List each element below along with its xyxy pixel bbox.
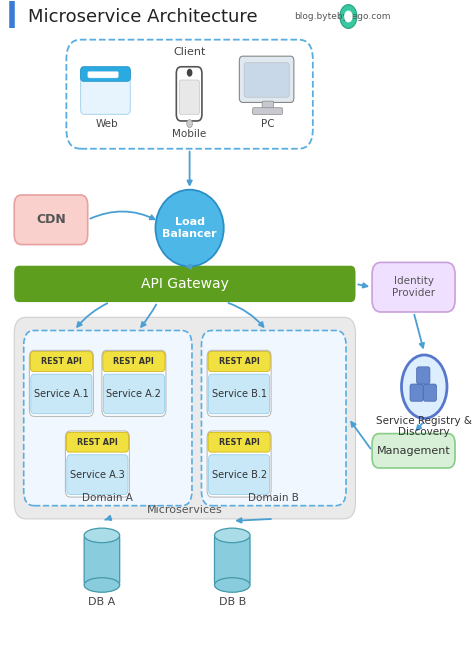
- Ellipse shape: [84, 578, 119, 592]
- FancyBboxPatch shape: [66, 432, 128, 452]
- FancyBboxPatch shape: [410, 384, 423, 401]
- Ellipse shape: [84, 528, 119, 543]
- FancyBboxPatch shape: [253, 108, 283, 114]
- FancyBboxPatch shape: [423, 384, 437, 401]
- FancyBboxPatch shape: [214, 535, 250, 585]
- Circle shape: [344, 11, 353, 22]
- Ellipse shape: [214, 578, 250, 592]
- Text: Mobile: Mobile: [173, 129, 207, 139]
- FancyBboxPatch shape: [103, 352, 165, 371]
- Text: DB B: DB B: [219, 596, 246, 607]
- FancyBboxPatch shape: [417, 367, 430, 384]
- FancyBboxPatch shape: [176, 67, 202, 121]
- Text: Microservice Architecture: Microservice Architecture: [28, 7, 258, 26]
- Ellipse shape: [155, 190, 224, 266]
- Text: Load
Balancer: Load Balancer: [162, 217, 217, 239]
- Text: blog.bytebytego.com: blog.bytebytego.com: [294, 12, 391, 21]
- FancyBboxPatch shape: [372, 434, 455, 468]
- Text: CDN: CDN: [36, 214, 66, 226]
- FancyBboxPatch shape: [208, 432, 270, 452]
- Text: REST API: REST API: [113, 357, 155, 366]
- FancyBboxPatch shape: [179, 80, 200, 114]
- FancyBboxPatch shape: [209, 374, 270, 414]
- FancyBboxPatch shape: [372, 262, 455, 312]
- Ellipse shape: [214, 528, 250, 543]
- FancyBboxPatch shape: [14, 317, 356, 519]
- Text: Service A.2: Service A.2: [107, 389, 161, 399]
- FancyBboxPatch shape: [207, 431, 271, 497]
- FancyBboxPatch shape: [14, 266, 356, 302]
- FancyBboxPatch shape: [209, 455, 270, 494]
- Text: PC: PC: [261, 118, 274, 129]
- FancyBboxPatch shape: [14, 195, 88, 245]
- FancyBboxPatch shape: [81, 67, 130, 81]
- Text: Client: Client: [173, 46, 206, 57]
- Circle shape: [187, 120, 192, 128]
- Text: Web: Web: [95, 118, 118, 129]
- Text: Service B.1: Service B.1: [211, 389, 267, 399]
- FancyBboxPatch shape: [29, 350, 93, 416]
- FancyBboxPatch shape: [67, 455, 128, 494]
- FancyBboxPatch shape: [31, 374, 92, 414]
- FancyBboxPatch shape: [103, 374, 164, 414]
- Text: Service B.2: Service B.2: [211, 469, 267, 480]
- Text: Identity
Provider: Identity Provider: [392, 276, 435, 298]
- Text: REST API: REST API: [77, 438, 118, 447]
- FancyBboxPatch shape: [262, 101, 273, 110]
- Text: Management: Management: [377, 446, 450, 456]
- Text: Service A.3: Service A.3: [70, 469, 125, 480]
- Circle shape: [340, 5, 357, 28]
- FancyBboxPatch shape: [24, 330, 192, 506]
- Text: API Gateway: API Gateway: [141, 277, 229, 291]
- Text: REST API: REST API: [219, 438, 260, 447]
- FancyBboxPatch shape: [239, 56, 294, 102]
- FancyBboxPatch shape: [84, 535, 119, 585]
- Circle shape: [401, 355, 447, 418]
- FancyBboxPatch shape: [207, 350, 271, 416]
- Text: Service A.1: Service A.1: [34, 389, 89, 399]
- Text: REST API: REST API: [41, 357, 82, 366]
- Text: DB A: DB A: [88, 596, 116, 607]
- FancyBboxPatch shape: [88, 71, 118, 78]
- Text: Domain B: Domain B: [248, 492, 299, 503]
- FancyBboxPatch shape: [244, 63, 289, 97]
- FancyBboxPatch shape: [81, 67, 130, 114]
- FancyBboxPatch shape: [201, 330, 346, 506]
- FancyBboxPatch shape: [102, 350, 166, 416]
- Text: Service Registry &
Discovery: Service Registry & Discovery: [376, 416, 472, 437]
- Text: Microservices: Microservices: [147, 505, 223, 516]
- FancyBboxPatch shape: [65, 431, 129, 497]
- Circle shape: [187, 69, 192, 77]
- FancyBboxPatch shape: [30, 352, 92, 371]
- FancyBboxPatch shape: [208, 352, 270, 371]
- FancyBboxPatch shape: [66, 40, 313, 149]
- Text: REST API: REST API: [219, 357, 260, 366]
- Text: Domain A: Domain A: [82, 492, 133, 503]
